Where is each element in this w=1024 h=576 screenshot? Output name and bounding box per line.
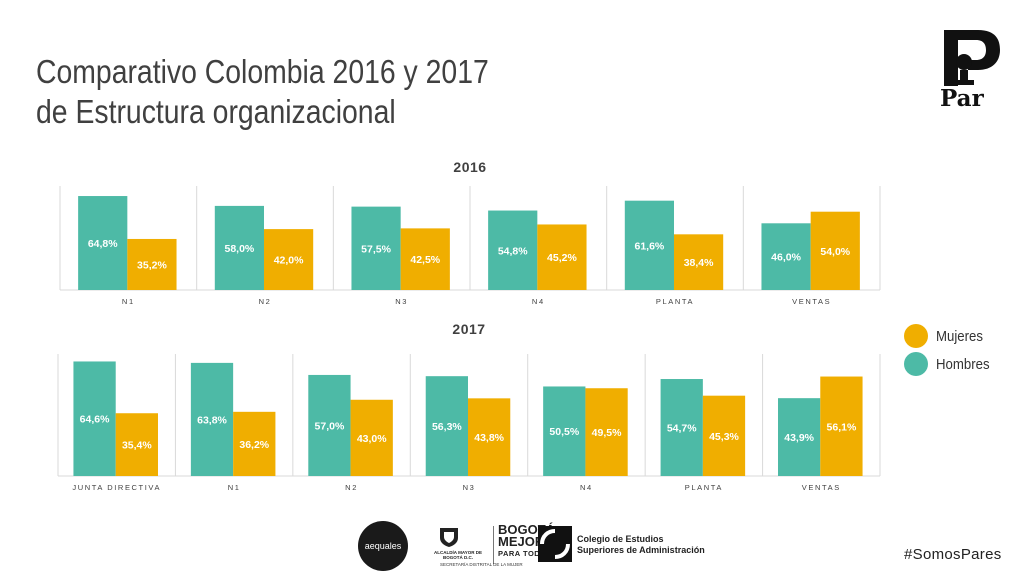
bar-hombres-0-1 (214, 205, 264, 290)
bar-hombres-1-1 (190, 362, 234, 476)
legend-swatch-mujeres (904, 324, 928, 348)
bar-hombres-0-2 (351, 206, 401, 290)
legend-label-mujeres: Mujeres (936, 327, 983, 345)
bar-hombres-0-5 (761, 223, 811, 290)
category-label-0-2: N3 (395, 297, 408, 306)
cesa-line-1: Colegio de Estudios (577, 534, 664, 544)
hashtag: #SomosPares (904, 546, 1002, 563)
label-mujeres-1-0: 35,4% (122, 440, 152, 452)
category-label-1-2: N2 (345, 483, 358, 492)
secretaria-text: SECRETARÍA DISTRITAL DE LA MUJER (440, 562, 523, 567)
bar-mujeres-1-6 (820, 376, 863, 476)
cesa-text: Colegio de Estudios Superiores de Admini… (577, 534, 705, 556)
category-label-0-5: VENTAS (792, 297, 831, 306)
label-hombres-0-1: 58,0% (225, 243, 255, 255)
mejor-word: MEJOR (498, 534, 545, 549)
bar-mujeres-0-5 (810, 211, 860, 290)
label-hombres-1-0: 64,6% (80, 414, 110, 426)
category-label-1-4: N4 (580, 483, 593, 492)
bar-mujeres-0-2 (400, 228, 450, 290)
category-label-1-0: JUNTA DIRECTIVA (72, 483, 161, 492)
title-line-1: Comparativo Colombia 2016 y 2017 (36, 53, 489, 90)
chart-title-0: 2016 (453, 159, 486, 175)
category-label-0-4: PLANTA (656, 297, 694, 306)
category-label-1-1: N1 (228, 483, 241, 492)
bar-mujeres-0-0 (127, 238, 177, 290)
bar-mujeres-0-3 (537, 224, 587, 290)
aequales-logo-text: aequales (364, 541, 402, 551)
para-todos-word: PARA TODOS (498, 549, 553, 558)
label-mujeres-0-2: 42,5% (410, 254, 440, 266)
page-title: Comparativo Colombia 2016 y 2017 de Estr… (36, 52, 489, 132)
bar-hombres-1-0 (73, 361, 116, 476)
category-label-0-0: N1 (122, 297, 135, 306)
label-hombres-0-3: 54,8% (498, 245, 528, 257)
label-mujeres-1-2: 43,0% (357, 433, 387, 445)
bogota-shield-icon (440, 528, 458, 547)
label-hombres-1-6: 43,9% (784, 432, 814, 444)
label-mujeres-0-3: 45,2% (547, 252, 577, 264)
bar-mujeres-1-5 (702, 395, 746, 476)
label-hombres-1-4: 50,5% (549, 426, 579, 438)
category-label-1-6: VENTAS (802, 483, 841, 492)
bar-hombres-1-5 (660, 379, 703, 476)
cesa-logo-icon (538, 526, 572, 562)
label-hombres-0-5: 46,0% (771, 252, 801, 264)
label-hombres-0-2: 57,5% (361, 243, 391, 255)
category-label-1-5: PLANTA (685, 483, 723, 492)
label-hombres-0-0: 64,8% (88, 238, 118, 250)
label-hombres-1-3: 56,3% (432, 421, 462, 433)
bar-hombres-1-6 (778, 398, 821, 476)
category-label-1-3: N3 (463, 483, 476, 492)
bar-mujeres-1-4 (585, 388, 628, 476)
bar-mujeres-0-1 (264, 229, 314, 290)
label-mujeres-0-4: 38,4% (684, 257, 714, 269)
label-mujeres-1-6: 56,1% (827, 421, 857, 433)
legend-swatch-hombres (904, 352, 928, 376)
label-mujeres-0-1: 42,0% (274, 255, 304, 267)
aequales-logo: aequales (358, 521, 408, 571)
legend-item-mujeres: Mujeres (904, 322, 997, 350)
label-hombres-1-5: 54,7% (667, 423, 697, 435)
bar-hombres-0-4 (624, 200, 674, 290)
label-mujeres-0-0: 35,2% (137, 259, 167, 271)
bar-hombres-0-0 (78, 196, 128, 290)
category-label-0-1: N2 (259, 297, 272, 306)
cesa-line-2: Superiores de Administración (577, 545, 705, 555)
bar-hombres-0-3 (488, 210, 538, 290)
label-mujeres-1-1: 36,2% (239, 439, 269, 451)
par-logo-text: Par (940, 85, 984, 112)
bar-mujeres-1-3 (468, 398, 511, 476)
bar-mujeres-1-0 (115, 413, 158, 476)
chart-legend: Mujeres Hombres (904, 322, 997, 378)
label-mujeres-1-4: 49,5% (592, 427, 622, 439)
title-line-2: de Estructura organizacional (36, 93, 396, 130)
bar-hombres-1-3 (425, 376, 468, 476)
bar-mujeres-1-1 (233, 411, 276, 476)
label-mujeres-0-5: 54,0% (820, 246, 850, 258)
bar-hombres-1-2 (308, 374, 351, 476)
bar-mujeres-1-2 (350, 399, 393, 476)
alcaldia-text: ALCALDÍA MAYOR DE BOGOTÁ D.C. (434, 550, 482, 560)
category-label-0-3: N4 (532, 297, 545, 306)
label-hombres-1-1: 63,8% (197, 414, 227, 426)
chart-title-1: 2017 (452, 321, 485, 337)
label-mujeres-1-5: 45,3% (709, 431, 739, 443)
label-hombres-0-4: 61,6% (635, 240, 665, 252)
legend-label-hombres: Hombres (936, 355, 990, 373)
label-mujeres-1-3: 43,8% (474, 432, 504, 444)
legend-item-hombres: Hombres (904, 350, 997, 378)
footer-divider (493, 526, 494, 564)
label-hombres-1-2: 57,0% (315, 420, 345, 432)
bar-mujeres-0-4 (674, 234, 724, 290)
bar-hombres-1-4 (543, 386, 586, 476)
par-logo-icon (944, 30, 1000, 86)
